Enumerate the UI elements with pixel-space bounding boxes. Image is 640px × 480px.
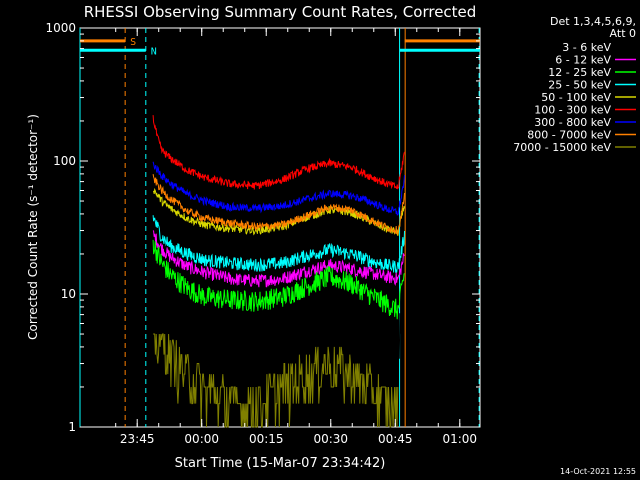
series-line-8: [153, 333, 399, 428]
x-tick-label: 00:45: [378, 432, 413, 446]
series-line-2: [152, 239, 405, 320]
series-line-1: [152, 230, 405, 288]
y-axis: 1 10 100 1000: [45, 21, 480, 434]
legend-entry-label: 6 - 12 keV: [555, 54, 611, 67]
chart-title: RHESSI Observing Summary Count Rates, Co…: [84, 3, 477, 21]
x-axis: 23:45 00:00 00:15 00:30 00:45 01:00: [115, 28, 477, 446]
y-tick-label: 1: [68, 420, 76, 434]
legend-entry-label: 50 - 100 keV: [541, 91, 611, 104]
x-tick-label: 00:30: [313, 432, 348, 446]
legend-entry-label: 300 - 800 keV: [534, 116, 611, 129]
y-axis-label: Corrected Count Rate (s⁻¹ detector⁻¹): [26, 114, 40, 340]
legend-entry-label: 800 - 7000 keV: [527, 129, 611, 142]
legend-entry-label: 25 - 50 keV: [548, 79, 611, 92]
legend-entry-label: 12 - 25 keV: [548, 66, 611, 79]
x-tick-label: 00:15: [249, 432, 284, 446]
legend-header-line2: Att 0: [610, 27, 636, 40]
y-tick-label: 1000: [45, 21, 76, 35]
y-tick-label: 100: [53, 154, 76, 168]
flag-bar-label: N: [151, 46, 157, 57]
x-axis-label: Start Time (15-Mar-07 23:34:42): [175, 456, 386, 471]
series-line-5: [152, 115, 405, 190]
x-tick-label: 23:45: [120, 432, 155, 446]
flag-bars: SN: [80, 37, 480, 57]
flag-bar-label: S: [130, 37, 136, 48]
series-line-4: [153, 187, 405, 236]
series-line-3: [152, 215, 405, 273]
x-tick-label: 01:00: [442, 432, 477, 446]
series-line-0: [152, 241, 401, 380]
vertical-markers: [79, 28, 480, 427]
series-group: [152, 115, 405, 428]
legend-entry-label: 7000 - 15000 keV: [513, 141, 611, 154]
footer-timestamp: 14-Oct-2021 12:55: [560, 467, 636, 476]
series-line-6: [152, 161, 405, 216]
y-tick-label: 10: [61, 287, 76, 301]
legend-entry-label: 100 - 300 keV: [534, 104, 611, 117]
legend-entry-label: 3 - 6 keV: [562, 41, 611, 54]
x-tick-label: 00:00: [184, 432, 219, 446]
legend-header-line1: Det 1,3,4,5,6,9,: [550, 15, 636, 28]
series-line-7: [152, 174, 405, 236]
